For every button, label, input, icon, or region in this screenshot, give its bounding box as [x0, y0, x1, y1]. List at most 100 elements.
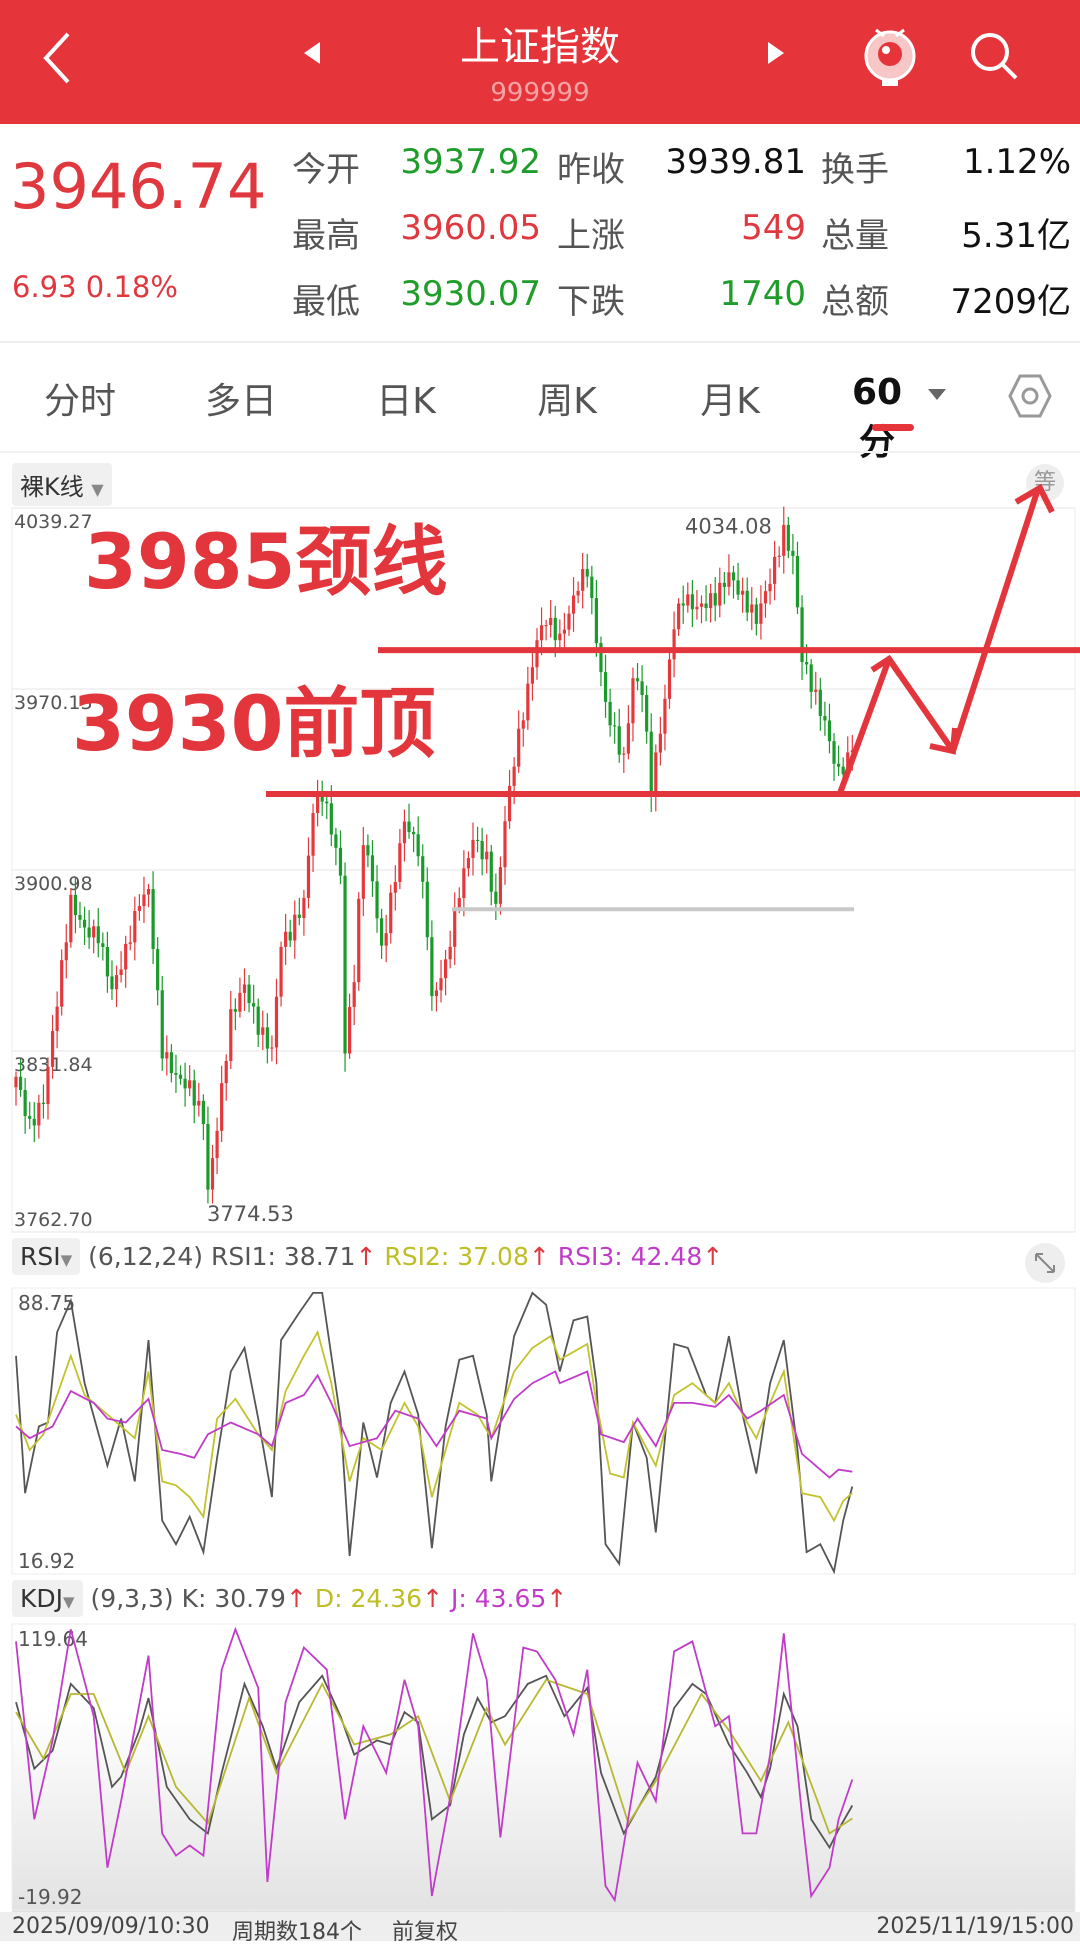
candle [82, 906, 87, 945]
candle [55, 991, 59, 1049]
plot-frame [11, 1623, 1076, 1911]
j-value: J: 43.65 [450, 1584, 547, 1613]
candle [791, 533, 795, 575]
candle [23, 1078, 27, 1134]
end-date: 2025/11/19/15:00 [876, 1914, 1074, 1939]
candlestick-chart: 4039.273970.133900.983831.843762.704034.… [11, 483, 1080, 1233]
kdj-dropdown[interactable]: KDJ▼ [12, 1580, 83, 1617]
candle [320, 780, 324, 816]
candle [261, 1010, 265, 1051]
candle [439, 959, 443, 1003]
prev-triangle-icon[interactable] [302, 40, 322, 66]
candle [101, 932, 105, 961]
candle [183, 1062, 187, 1107]
candle [357, 892, 361, 991]
dropdown-triangle-icon[interactable] [927, 388, 947, 402]
candle [635, 663, 640, 691]
j-line [15, 1626, 854, 1903]
current-price: 3946.74 [10, 150, 267, 223]
candle [443, 949, 448, 996]
candle [517, 710, 521, 773]
tab-0[interactable]: 分时 [43, 381, 116, 422]
y-tick-label: 3762.70 [14, 1209, 93, 1231]
rsi-dropdown[interactable]: RSI▼ [12, 1238, 81, 1275]
mascot-icon[interactable] [860, 22, 920, 92]
k-value: K: 30.79 [181, 1584, 286, 1613]
chart-type-dropdown[interactable]: 裸K线 ▼ [12, 463, 112, 506]
quote-value: 3960.05 [400, 208, 541, 248]
quote-label: 总量 [821, 216, 889, 256]
candle [302, 889, 306, 936]
rsi2-value: RSI2: 37.08 [384, 1242, 529, 1271]
candle [146, 883, 151, 908]
quote-label: 今开 [292, 150, 360, 190]
expand-icon[interactable] [1024, 1242, 1066, 1284]
candle [270, 1035, 274, 1062]
candle [430, 920, 434, 1011]
rsi-header: RSI▼ (6,12,24) RSI1: 38.71↑ RSI2: 37.08↑… [12, 1238, 723, 1275]
rsi1-line [15, 1291, 854, 1575]
quote-value: 549 [741, 208, 806, 248]
candle [416, 816, 420, 867]
tab-1[interactable]: 多日 [204, 381, 277, 422]
adjust-mode[interactable]: 前复权 [392, 1920, 459, 1945]
candle [192, 1069, 196, 1124]
candle [475, 826, 480, 853]
quote-label: 昨收 [557, 150, 625, 190]
candle [544, 619, 548, 641]
candle [814, 671, 818, 705]
candle [375, 865, 379, 933]
arrow-head-icon [1014, 483, 1055, 514]
candle [590, 565, 594, 615]
candle [690, 580, 694, 628]
candle [695, 590, 699, 620]
arrow-head-icon [929, 727, 958, 755]
candle [763, 580, 768, 618]
candle [174, 1054, 178, 1093]
settings-hexagon-icon[interactable] [1006, 372, 1054, 420]
app-header: 上证指数 999999 [0, 0, 1080, 124]
rsi2-line [15, 1329, 853, 1523]
candle [224, 1054, 228, 1101]
back-icon[interactable] [38, 30, 74, 86]
candle [699, 595, 704, 624]
y-tick-label: 3900.98 [14, 873, 93, 895]
candle [133, 896, 137, 961]
candle [311, 803, 315, 873]
quote-label: 最低 [292, 282, 360, 322]
candle [613, 712, 617, 744]
candle [526, 666, 530, 730]
candle [142, 876, 146, 923]
candle [60, 949, 64, 1016]
candle [809, 659, 813, 709]
candle [562, 612, 566, 652]
search-icon[interactable] [966, 28, 1022, 84]
candle [293, 900, 297, 959]
candle [242, 968, 247, 1012]
candle [151, 871, 155, 965]
candle [124, 935, 128, 988]
tab-4[interactable]: 月K [700, 381, 760, 422]
candle [119, 951, 123, 983]
quote-value: 3930.07 [400, 274, 541, 314]
candle [585, 553, 589, 588]
next-triangle-icon[interactable] [766, 40, 786, 66]
rsi-params: (6,12,24) [88, 1242, 204, 1271]
candle [599, 636, 603, 687]
candle [306, 837, 311, 909]
quote-value: 1.12% [962, 142, 1071, 182]
tab-2[interactable]: 日K [376, 381, 436, 422]
candle [434, 982, 439, 1012]
candle [41, 1084, 46, 1119]
candle [558, 619, 562, 650]
candle [28, 1101, 32, 1130]
y-tick-label: 3970.13 [14, 692, 93, 714]
candle [32, 1102, 36, 1143]
candle [462, 850, 466, 917]
tab-3[interactable]: 周K [537, 381, 597, 422]
candle [667, 647, 672, 709]
candle [654, 744, 658, 812]
candle [348, 993, 352, 1059]
candle [188, 1065, 192, 1097]
